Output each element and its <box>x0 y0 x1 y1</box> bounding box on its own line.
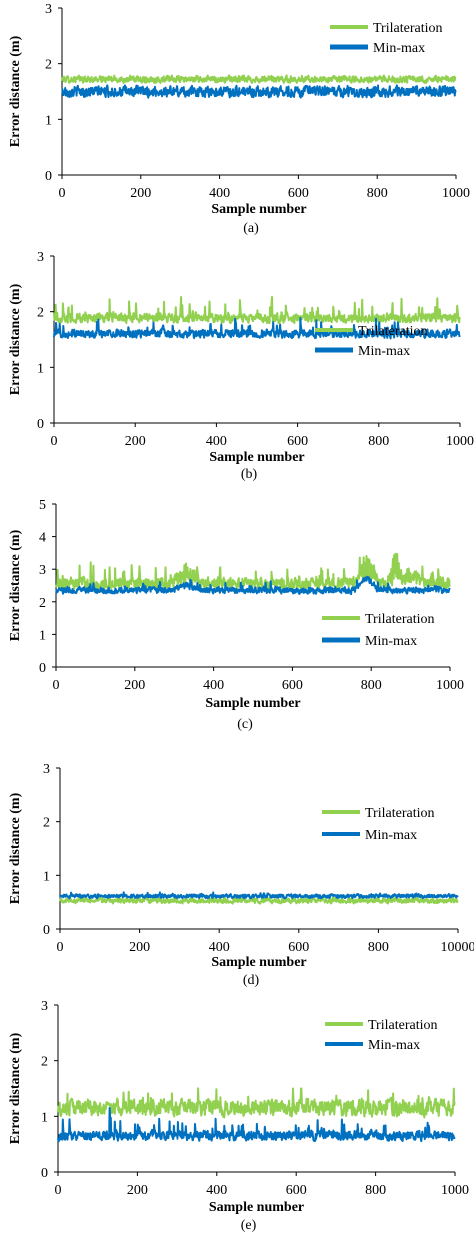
legend-label-trilateration: Trilateration <box>365 806 434 821</box>
x-tick-label: 200 <box>130 186 151 201</box>
panel-caption: (d) <box>243 973 260 988</box>
chart-panel-a: 0 1 2 3 0 200 400 600 800 1000 Trilateration Min-ma… <box>8 2 470 236</box>
legend-label-trilateration: Trilateration <box>358 324 427 339</box>
x-tick-label: 600 <box>286 1183 307 1198</box>
y-axis-label: Error distance (m) <box>8 1032 23 1144</box>
panel-caption: (b) <box>241 467 258 482</box>
x-tick-label: 0 <box>57 940 64 955</box>
legend-label-min-max: Min-max <box>365 634 417 649</box>
series-line-trilateration <box>53 296 461 325</box>
x-tick-label: 400 <box>209 186 230 201</box>
y-tick-label: 0 <box>43 923 50 938</box>
series-line-min-max <box>59 891 459 900</box>
x-tick-label: 1000 <box>446 434 474 449</box>
y-tick-label: 2 <box>43 816 50 831</box>
series-line-min-max <box>57 1107 456 1143</box>
y-tick-label: 3 <box>45 2 52 17</box>
x-tick-label: 200 <box>125 434 146 449</box>
y-tick-label: 0 <box>39 661 46 676</box>
x-tick-label: 0 <box>51 434 58 449</box>
x-tick-label: 600 <box>288 940 309 955</box>
x-axis-label: Sample number <box>211 955 306 970</box>
series-line-trilateration <box>59 896 459 905</box>
series-line-trilateration <box>57 1087 456 1119</box>
x-tick-label: 200 <box>127 1183 148 1198</box>
y-tick-label: 3 <box>43 762 50 777</box>
series-line-trilateration <box>61 74 457 84</box>
x-tick-label: 600 <box>287 434 308 449</box>
x-axis-label: Sample number <box>209 450 304 465</box>
y-tick-label: 3 <box>37 250 44 265</box>
legend-label-min-max: Min-max <box>373 41 425 56</box>
x-tick-label: 1000 <box>441 1183 469 1198</box>
x-tick-label: 1000 <box>442 186 470 201</box>
y-tick-label: 2 <box>45 58 52 73</box>
x-tick-label: 0 <box>59 186 66 201</box>
y-tick-label: 1 <box>41 1110 48 1125</box>
x-tick-label: 800 <box>361 678 382 693</box>
y-tick-label: 0 <box>41 1166 48 1181</box>
y-tick-label: 4 <box>39 531 46 546</box>
legend-label-trilateration: Trilateration <box>368 1018 437 1033</box>
y-tick-label: 2 <box>39 596 46 611</box>
y-tick-label: 1 <box>45 113 52 128</box>
legend-label-min-max: Min-max <box>358 344 410 359</box>
x-tick-label: 0 <box>55 1183 62 1198</box>
series-line-min-max <box>53 317 461 340</box>
y-tick-label: 3 <box>41 999 48 1014</box>
series-line-trilateration <box>55 552 451 592</box>
x-tick-label: 0 <box>53 678 60 693</box>
series-line-min-max <box>55 575 451 596</box>
y-tick-label: 1 <box>43 869 50 884</box>
chart-panel-b: 0 1 2 3 0 200 400 600 800 1000 Trilateration Min-ma… <box>8 250 474 482</box>
x-tick-label: 600 <box>288 186 309 201</box>
panel-caption: (c) <box>237 717 253 732</box>
x-tick-label: 600 <box>282 678 303 693</box>
x-tick-label: 1000 <box>436 678 464 693</box>
legend-label-min-max: Min-max <box>365 828 417 843</box>
y-axis-label: Error distance (m) <box>8 529 23 641</box>
x-tick-label: 400 <box>206 1183 227 1198</box>
y-axis-label: Error distance (m) <box>8 283 23 395</box>
chart-panel-e: 0 1 2 3 0 200 400 600 800 1000 Trilateration Min-ma… <box>8 999 469 1233</box>
y-axis-label: Error distance (m) <box>8 35 23 147</box>
y-tick-label: 2 <box>37 306 44 321</box>
panel-caption: (a) <box>243 221 259 236</box>
x-tick-label: 800 <box>367 186 388 201</box>
x-tick-label: 400 <box>206 434 227 449</box>
y-tick-label: 1 <box>39 628 46 643</box>
legend-label-trilateration: Trilateration <box>373 21 442 36</box>
legend-label-min-max: Min-max <box>368 1038 420 1053</box>
y-tick-label: 0 <box>45 169 52 184</box>
y-tick-label: 5 <box>39 498 46 513</box>
x-tick-label: 800 <box>368 434 389 449</box>
x-tick-label: 800 <box>365 1183 386 1198</box>
panel-caption: (e) <box>241 1218 257 1233</box>
x-axis-label: Sample number <box>209 1200 304 1215</box>
x-axis-label: Sample number <box>211 202 306 217</box>
y-tick-label: 3 <box>39 563 46 578</box>
y-tick-label: 0 <box>37 417 44 432</box>
x-tick-label: 10000 <box>441 940 474 955</box>
series-line-min-max <box>61 84 457 99</box>
chart-panel-d: 0 1 2 3 0 200 400 600 800 10000 Trilateration Min-m… <box>8 762 474 988</box>
y-tick-label: 2 <box>41 1055 48 1070</box>
x-axis-label: Sample number <box>205 696 300 711</box>
y-tick-label: 1 <box>37 361 44 376</box>
x-tick-label: 400 <box>203 678 224 693</box>
legend-label-trilateration: Trilateration <box>365 612 434 627</box>
x-tick-label: 200 <box>129 940 150 955</box>
y-axis-label: Error distance (m) <box>8 792 23 904</box>
x-tick-label: 400 <box>209 940 230 955</box>
x-tick-label: 800 <box>368 940 389 955</box>
chart-panel-c: 0 1 2 3 4 5 0 200 400 600 800 1000 Trilateration Min-… <box>8 498 464 732</box>
x-tick-label: 200 <box>124 678 145 693</box>
